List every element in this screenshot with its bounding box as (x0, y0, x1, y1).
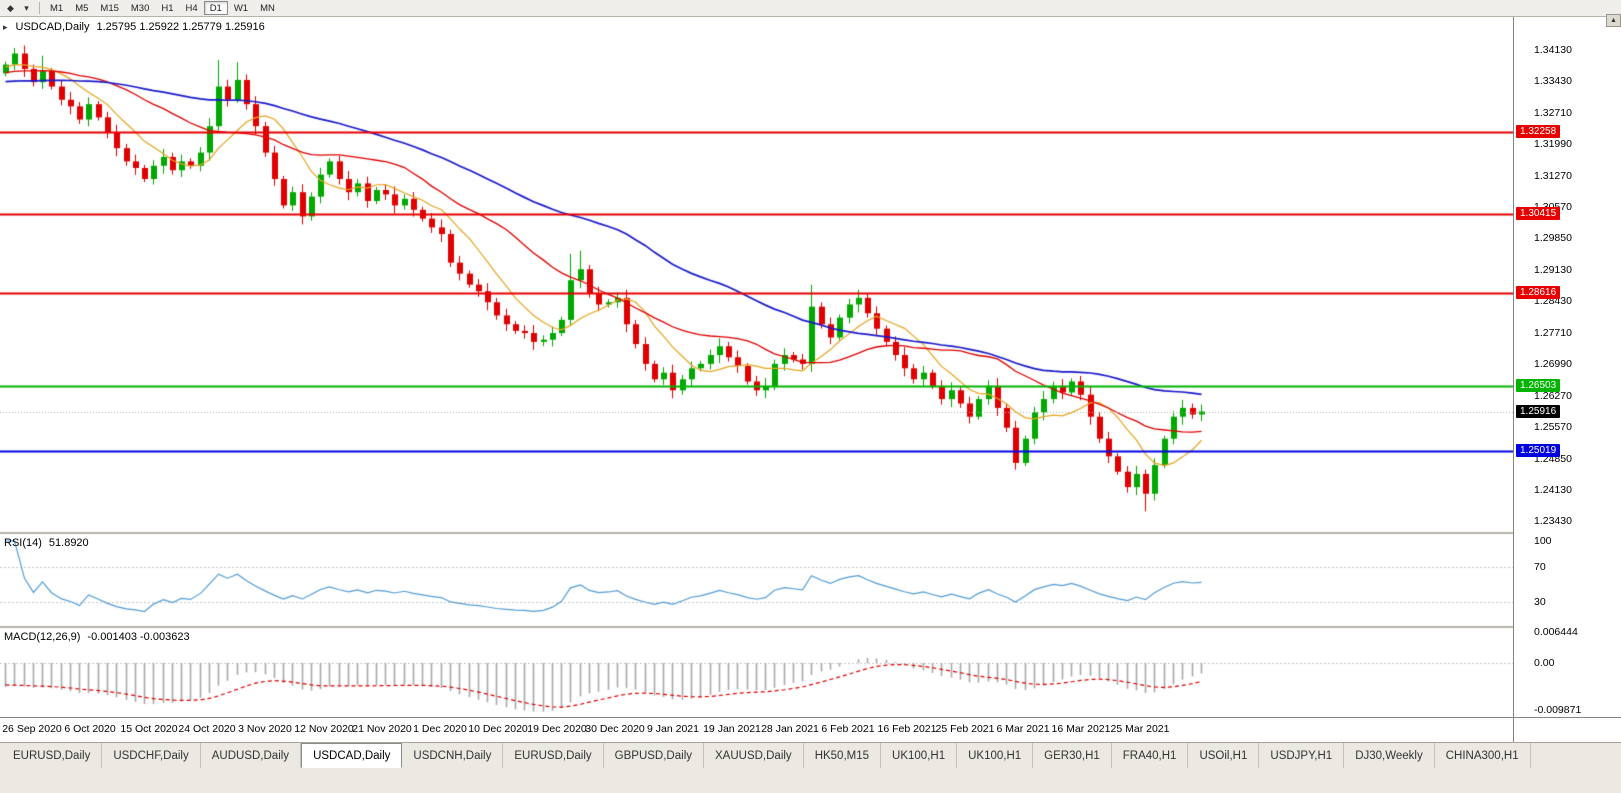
toolbar-separator (39, 2, 40, 14)
timeframe-h1-button[interactable]: H1 (161, 2, 174, 14)
rsi-axis-label: 30 (1534, 596, 1546, 608)
tab-usoil-h1[interactable]: USOil,H1 (1188, 743, 1260, 768)
date-axis-label: 28 Jan 2021 (761, 723, 819, 735)
price-axis-label: 1.29850 (1534, 232, 1572, 244)
price-axis-label: 1.31270 (1534, 170, 1572, 182)
macd-axis-label: -0.009871 (1534, 704, 1582, 716)
date-axis-label: 10 Dec 2020 (468, 723, 528, 735)
date-axis-label: 16 Mar 2021 (1051, 723, 1111, 735)
bottom-filler (0, 768, 1621, 793)
tab-eurusd-daily[interactable]: EURUSD,Daily (503, 743, 604, 768)
price-axis-label: 1.29130 (1534, 264, 1572, 276)
date-axis-label: 15 Oct 2020 (120, 723, 178, 735)
timeframe-buttons: M1 M5 M15 M30 H1 H4 D1 W1 MN (44, 1, 281, 15)
chart-type-dropdown-icon[interactable]: ◆ (7, 2, 14, 13)
tab-xauusd-daily[interactable]: XAUUSD,Daily (704, 743, 804, 768)
chart-window: ▸ USDCAD,Daily 1.25795 1.25922 1.25779 1… (0, 17, 1513, 717)
tab-fra40-h1[interactable]: FRA40,H1 (1112, 743, 1189, 768)
tab-ger30-h1[interactable]: GER30,H1 (1033, 743, 1112, 768)
date-axis-label: 30 Dec 2020 (585, 723, 645, 735)
date-axis-label: 19 Dec 2020 (527, 723, 587, 735)
price-axis[interactable]: ▲ 1.34130 1.33430 1.32710 1.31990 1.31270 1.3… (1513, 14, 1621, 717)
periods-toolbar: ◆ ▾ M1 M5 M15 M30 H1 H4 D1 W1 MN (0, 0, 1621, 17)
timeframe-h4-button[interactable]: H4 (185, 2, 198, 14)
timeframe-m1-button[interactable]: M1 (50, 2, 64, 14)
tab-uk100-h1[interactable]: UK100,H1 (957, 743, 1034, 768)
level-price-badge: 1.32258 (1516, 125, 1561, 138)
price-axis-label: 1.26990 (1534, 358, 1572, 370)
tab-uk100-h1[interactable]: UK100,H1 (881, 743, 958, 768)
timeframe-m15-button[interactable]: M15 (100, 2, 119, 14)
level-price-badge: 1.30415 (1516, 207, 1561, 220)
date-axis[interactable]: 26 Sep 2020 6 Oct 2020 15 Oct 2020 24 Oct 2… (0, 717, 1513, 742)
rsi-pane-title: RSI(14) 51.8920 (4, 537, 89, 549)
level-price-badge: 1.26503 (1516, 379, 1561, 392)
timeframe-m30-button[interactable]: M30 (130, 2, 150, 14)
date-axis-label: 6 Feb 2021 (821, 723, 875, 735)
price-axis-label: 1.25570 (1534, 421, 1572, 433)
tab-eurusd-daily[interactable]: EURUSD,Daily (2, 743, 103, 768)
tab-hk50-m15[interactable]: HK50,M15 (804, 743, 882, 768)
chart-canvas[interactable] (0, 17, 1513, 717)
axis-corner (1513, 717, 1621, 742)
rsi-axis-label: 70 (1534, 561, 1546, 573)
price-axis-label: 1.24130 (1534, 484, 1572, 496)
date-axis-label: 9 Jan 2021 (647, 723, 699, 735)
price-axis-label: 1.33430 (1534, 75, 1572, 87)
chart-ohlc-values: 1.25795 1.25922 1.25779 1.25916 (96, 21, 265, 33)
timeframe-mn-button[interactable]: MN (260, 2, 275, 14)
macd-indicator-values: -0.001403 -0.003623 (87, 631, 190, 643)
macd-indicator-name: MACD(12,26,9) (4, 631, 81, 643)
price-axis-label: 1.23430 (1534, 515, 1572, 527)
timeframe-w1-button[interactable]: W1 (233, 2, 249, 14)
price-axis-label: 1.34130 (1534, 44, 1572, 56)
date-axis-label: 25 Mar 2021 (1110, 723, 1170, 735)
chart-info-line: ▸ USDCAD,Daily 1.25795 1.25922 1.25779 1… (3, 21, 265, 33)
rsi-indicator-name: RSI(14) (4, 537, 42, 549)
date-axis-label: 26 Sep 2020 (2, 723, 62, 735)
price-axis-label: 1.31990 (1534, 138, 1572, 150)
level-price-badge: 1.25019 (1516, 444, 1561, 457)
date-axis-label: 1 Dec 2020 (413, 723, 467, 735)
date-axis-label: 3 Nov 2020 (238, 723, 292, 735)
level-price-badge: 1.28616 (1516, 286, 1561, 299)
date-axis-label: 6 Oct 2020 (64, 723, 116, 735)
tab-usdchf-daily[interactable]: USDCHF,Daily (102, 743, 201, 768)
timeframes-dropdown-icon[interactable]: ▾ (24, 2, 29, 13)
date-axis-label: 19 Jan 2021 (703, 723, 761, 735)
timeframe-m5-button[interactable]: M5 (75, 2, 89, 14)
date-axis-label: 16 Feb 2021 (877, 723, 937, 735)
date-axis-label: 12 Nov 2020 (294, 723, 354, 735)
tab-usdjpy-h1[interactable]: USDJPY,H1 (1259, 743, 1345, 768)
tab-gbpusd-daily[interactable]: GBPUSD,Daily (604, 743, 704, 768)
scroll-up-icon[interactable]: ▲ (1606, 14, 1621, 27)
price-axis-label: 1.32710 (1534, 107, 1572, 119)
price-axis-label: 1.27710 (1534, 327, 1572, 339)
date-axis-label: 21 Nov 2020 (352, 723, 412, 735)
timeframe-d1-button[interactable]: D1 (203, 1, 228, 15)
date-axis-label: 25 Feb 2021 (935, 723, 995, 735)
tab-china300-h1[interactable]: CHINA300,H1 (1435, 743, 1531, 768)
symbol-tabbar: EURUSD,Daily USDCHF,Daily AUDUSD,Daily USDC… (0, 742, 1621, 768)
rsi-axis-label: 100 (1534, 535, 1552, 547)
price-axis-label: 1.26270 (1534, 390, 1572, 402)
chart-symbol-period: USDCAD,Daily (15, 21, 90, 33)
macd-axis-label: 0.006444 (1534, 626, 1578, 638)
date-axis-label: 24 Oct 2020 (178, 723, 236, 735)
macd-axis-label: 0.00 (1534, 657, 1555, 669)
tab-usdcad-daily[interactable]: USDCAD,Daily (301, 743, 403, 768)
tab-dj30-weekly[interactable]: DJ30,Weekly (1344, 743, 1435, 768)
macd-pane-title: MACD(12,26,9) -0.001403 -0.003623 (4, 631, 190, 643)
one-click-trading-toggle-icon[interactable]: ▸ (3, 21, 8, 32)
tab-audusd-daily[interactable]: AUDUSD,Daily (201, 743, 302, 768)
rsi-indicator-value: 51.8920 (48, 537, 89, 549)
current-price-badge: 1.25916 (1516, 405, 1561, 418)
tab-usdcnh-daily[interactable]: USDCNH,Daily (402, 743, 504, 768)
date-axis-label: 6 Mar 2021 (996, 723, 1050, 735)
